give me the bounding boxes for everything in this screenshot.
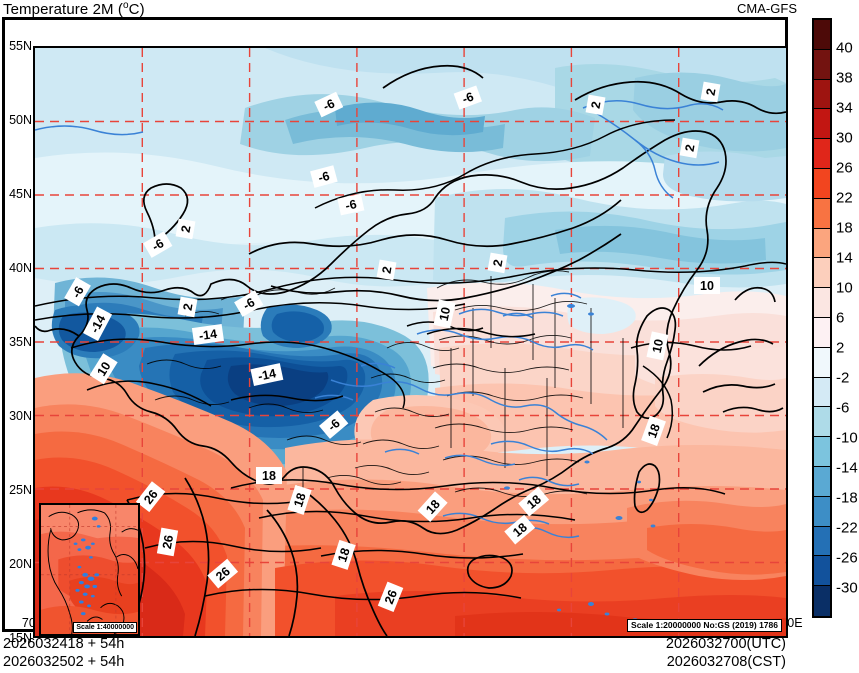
- inset-scale-label: Scale 1:40000000: [73, 622, 137, 633]
- colorbar-segment: [814, 466, 830, 497]
- colorbar-segment: [814, 586, 830, 616]
- svg-text:-6: -6: [344, 197, 358, 213]
- colorbar-tick-label: -6: [836, 399, 850, 417]
- page-title-unit: C): [128, 1, 145, 18]
- colorbar-tick-label: 6: [836, 309, 845, 327]
- latitude-tick-30n: 30N: [9, 409, 32, 423]
- latitude-tick-20n: 20N: [9, 557, 32, 571]
- colorbar-segment: [814, 139, 830, 169]
- latitude-tick-25n: 25N: [9, 483, 32, 497]
- svg-text:18: 18: [291, 491, 309, 509]
- temperature-field-svg: -6 -6 2 2 -6 -6 -6 2 2 2 2 -6 2: [35, 48, 786, 636]
- inset-map-svg: [41, 505, 138, 634]
- latitude-tick-15n: 15N: [9, 631, 32, 645]
- colorbar-segment: [814, 49, 830, 80]
- svg-text:10: 10: [437, 306, 454, 323]
- colorbar-tick-label: 18: [836, 219, 853, 237]
- latitude-tick-35n: 35N: [9, 335, 32, 349]
- colorbar-labels: 40 38 34 30 26 22 18 14 10 6 2 -2 -6 -10 -14 -18 -22 -26 -…: [836, 18, 859, 618]
- colorbar-tick-label: -22: [836, 519, 858, 537]
- degree-symbol: o: [122, 0, 129, 11]
- latitude-tick-45n: 45N: [9, 187, 32, 201]
- colorbar-segment: [814, 407, 830, 438]
- temperature-map[interactable]: -6 -6 2 2 -6 -6 -6 2 2 2 2 -6 2: [33, 46, 788, 638]
- valid-time-utc: 2026032700(UTC): [665, 636, 786, 652]
- rivers: [35, 100, 724, 539]
- svg-text:26: 26: [160, 534, 176, 550]
- colorbar-tick-label: -14: [836, 459, 858, 477]
- page-title: Temperature 2M (oC): [3, 0, 145, 18]
- colorbar-segment: [814, 20, 830, 50]
- colorbar-tick-label: -2: [836, 369, 850, 387]
- colorbar-tick-label: 40: [836, 39, 853, 57]
- svg-text:2: 2: [380, 265, 395, 274]
- svg-text:18: 18: [262, 469, 276, 483]
- svg-text:18: 18: [335, 546, 353, 564]
- south-china-sea-inset[interactable]: Scale 1:40000000: [39, 503, 140, 636]
- colorbar-segment: [814, 258, 830, 289]
- map-canvas: -6 -6 2 2 -6 -6 -6 2 2 2 2 -6 2: [35, 48, 786, 636]
- latitude-axis: 55N 50N 45N 40N 35N 30N 25N 20N 15N: [5, 20, 33, 645]
- latitude-tick-55n: 55N: [9, 39, 32, 53]
- colorbar-tick-label: 10: [836, 279, 853, 297]
- colorbar-segment: [814, 526, 830, 557]
- init-time-utc: 2026032418 + 54h: [3, 636, 125, 652]
- valid-time-cst: 2026032708(CST): [666, 654, 786, 670]
- colorbar-segment: [814, 168, 830, 199]
- colorbar-tick-label: -30: [836, 579, 858, 597]
- colorbar-segment: [814, 317, 830, 348]
- svg-text:2: 2: [181, 302, 196, 311]
- latitude-tick-50n: 50N: [9, 113, 32, 127]
- svg-text:-14: -14: [198, 327, 218, 343]
- svg-text:26: 26: [382, 588, 400, 606]
- colorbar-segment: [814, 347, 830, 378]
- contour-lines: [35, 119, 786, 601]
- colorbar-segment: [814, 556, 830, 587]
- colorbar-tick-label: 14: [836, 249, 853, 267]
- svg-text:10: 10: [700, 279, 714, 293]
- svg-text:-6: -6: [317, 169, 331, 185]
- svg-text:10: 10: [650, 338, 667, 355]
- svg-text:10: 10: [94, 359, 113, 378]
- model-label: CMA-GFS: [737, 1, 797, 16]
- init-time-cst: 2026032502 + 54h: [3, 654, 125, 670]
- colorbar-segment: [814, 437, 830, 467]
- svg-text:-6: -6: [460, 90, 475, 107]
- colorbar-tick-label: 34: [836, 99, 853, 117]
- colorbar-tick-label: 30: [836, 129, 853, 147]
- colorbar-segment: [814, 109, 830, 140]
- colorbar-tick-label: 26: [836, 159, 853, 177]
- map-scale-label: Scale 1:20000000 No:GS (2019) 1786: [627, 619, 782, 632]
- colorbar-tick-label: 38: [836, 69, 853, 87]
- svg-text:2: 2: [683, 143, 698, 152]
- page-title-text: Temperature 2M (: [3, 1, 123, 18]
- colorbar-tick-label: -10: [836, 429, 858, 447]
- contour-labels: -6 -6 2 2 -6 -6 -6 2 2 2 2 -6 2: [64, 81, 721, 613]
- colorbar-segment: [814, 377, 830, 408]
- forecast-footer: 2026032418 + 54h 2026032502 + 54h 202603…: [0, 636, 800, 673]
- colorbar-segment: [814, 228, 830, 259]
- colorbar-tick-label: -18: [836, 489, 858, 507]
- svg-text:-6: -6: [321, 96, 337, 113]
- colorbar-tick-label: 2: [836, 339, 845, 357]
- latitude-tick-40n: 40N: [9, 261, 32, 275]
- svg-text:2: 2: [179, 224, 194, 233]
- colorbar-segment: [814, 288, 830, 318]
- colorbar-segment: [814, 496, 830, 527]
- colorbar-segment: [814, 79, 830, 110]
- svg-text:2: 2: [704, 87, 719, 96]
- colorbar-segment: [814, 198, 830, 229]
- colorbar-tick-label: 22: [836, 189, 853, 207]
- svg-text:2: 2: [491, 258, 506, 267]
- svg-text:26: 26: [141, 487, 161, 507]
- svg-text:-14: -14: [257, 366, 278, 383]
- svg-text:2: 2: [589, 100, 604, 109]
- svg-text:18: 18: [645, 422, 663, 440]
- colorbar-tick-label: -26: [836, 549, 858, 567]
- temperature-colorbar[interactable]: [812, 18, 832, 618]
